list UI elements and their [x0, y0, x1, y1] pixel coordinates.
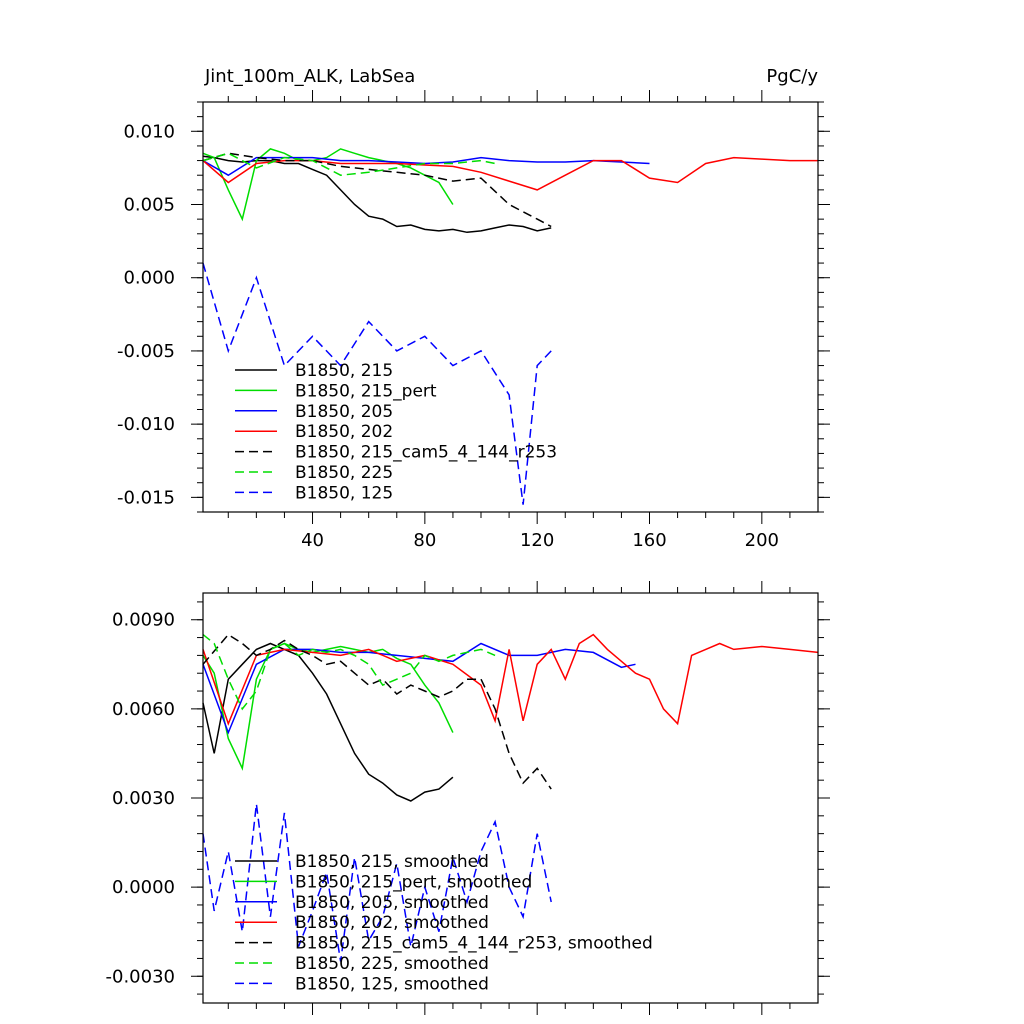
legend-label-0-5: B1850, 225 — [295, 463, 393, 483]
x-tick-label-0-1: 80 — [413, 530, 436, 551]
y-tick-label-0-1: 0.005 — [123, 195, 175, 216]
series-line-0-3 — [202, 156, 818, 191]
y-tick-label-1-3: 0.0000 — [112, 877, 175, 898]
series-line-1-1 — [202, 642, 454, 771]
series-line-1-6 — [202, 803, 552, 962]
y-tick-label-0-4: -0.010 — [117, 414, 175, 435]
x-tick-label-0-0: 40 — [301, 530, 324, 551]
legend-label-0-1: B1850, 215_pert — [295, 381, 437, 401]
legend-label-1-0: B1850, 215, smoothed — [295, 852, 489, 872]
legend-label-1-6: B1850, 125, smoothed — [295, 974, 489, 994]
legend-label-1-2: B1850, 205, smoothed — [295, 893, 489, 913]
series-line-1-4 — [202, 633, 552, 790]
x-tick-label-0-3: 160 — [632, 530, 666, 551]
y-tick-label-1-1: 0.0060 — [112, 699, 175, 720]
legend-label-1-1: B1850, 215_pert, smoothed — [295, 872, 532, 892]
y-tick-label-1-2: 0.0030 — [112, 788, 175, 809]
x-tick-label-0-4: 200 — [745, 530, 779, 551]
y-tick-label-0-2: 0.000 — [123, 268, 175, 289]
y-tick-label-0-3: -0.005 — [117, 341, 175, 362]
series-line-1-0 — [202, 642, 454, 802]
legend-label-1-5: B1850, 225, smoothed — [295, 954, 489, 974]
legend-label-0-4: B1850, 215_cam5_4_144_r253 — [295, 443, 557, 463]
series-line-0-5 — [202, 152, 496, 176]
bottom-panel: 0.0090 0.0060 0.0030 0.0000 -0.0030 B1850, 2… — [106, 581, 830, 1015]
y-tick-label-0-0: 0.010 — [123, 121, 175, 142]
series-line-1-2 — [202, 642, 636, 735]
legend-label-0-2: B1850, 205 — [295, 402, 393, 422]
legend-label-1-3: B1850, 202, smoothed — [295, 913, 489, 933]
series-line-1-5 — [202, 634, 496, 711]
legend-label-0-0: B1850, 215 — [295, 361, 393, 381]
series-line-0-6 — [202, 262, 552, 505]
x-tick-label-0-2: 120 — [520, 530, 554, 551]
top-panel: Jint_100m_ALK, LabSea PgC/y 40 80 120 160 20… — [117, 66, 830, 551]
legend-label-1-4: B1850, 215_cam5_4_144_r253, smoothed — [295, 934, 653, 954]
y-tick-label-0-5: -0.015 — [117, 487, 175, 508]
y-tick-label-1-0: 0.0090 — [112, 610, 175, 631]
series-line-0-0 — [202, 155, 552, 234]
legend-label-0-3: B1850, 202 — [295, 422, 393, 442]
top-panel-units: PgC/y — [766, 66, 818, 87]
series-line-1-3 — [202, 633, 819, 726]
series-line-0-1 — [202, 148, 454, 222]
y-tick-label-1-4: -0.0030 — [106, 966, 175, 987]
legend-label-0-6: B1850, 125 — [295, 483, 393, 503]
top-panel-title: Jint_100m_ALK, LabSea — [204, 66, 415, 87]
